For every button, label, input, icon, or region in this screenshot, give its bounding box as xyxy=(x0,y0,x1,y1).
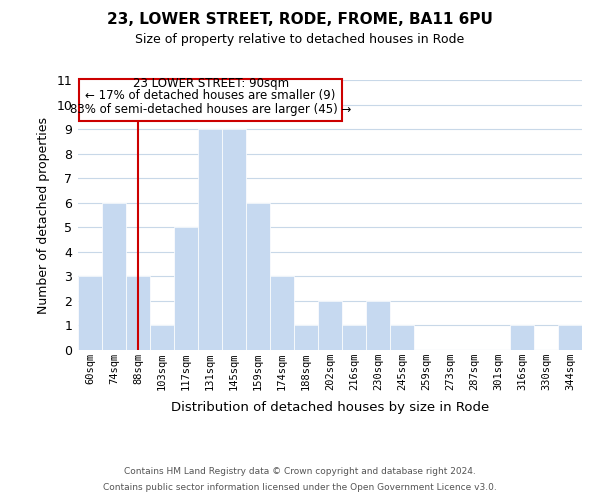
Bar xyxy=(270,276,294,350)
Y-axis label: Number of detached properties: Number of detached properties xyxy=(37,116,50,314)
X-axis label: Distribution of detached houses by size in Rode: Distribution of detached houses by size … xyxy=(171,402,489,414)
Bar xyxy=(318,301,342,350)
Bar xyxy=(510,326,534,350)
Text: Contains public sector information licensed under the Open Government Licence v3: Contains public sector information licen… xyxy=(103,484,497,492)
Bar xyxy=(150,326,174,350)
Bar xyxy=(126,276,150,350)
Bar xyxy=(222,129,246,350)
Text: Contains HM Land Registry data © Crown copyright and database right 2024.: Contains HM Land Registry data © Crown c… xyxy=(124,467,476,476)
Bar xyxy=(390,326,414,350)
Text: Size of property relative to detached houses in Rode: Size of property relative to detached ho… xyxy=(136,32,464,46)
Bar xyxy=(366,301,390,350)
Bar xyxy=(246,202,270,350)
Bar xyxy=(78,276,102,350)
Text: ← 17% of detached houses are smaller (9): ← 17% of detached houses are smaller (9) xyxy=(85,90,336,102)
FancyBboxPatch shape xyxy=(79,79,342,120)
Bar xyxy=(198,129,222,350)
Text: 23, LOWER STREET, RODE, FROME, BA11 6PU: 23, LOWER STREET, RODE, FROME, BA11 6PU xyxy=(107,12,493,28)
Bar xyxy=(174,228,198,350)
Bar xyxy=(102,202,126,350)
Text: 83% of semi-detached houses are larger (45) →: 83% of semi-detached houses are larger (… xyxy=(70,104,351,117)
Bar xyxy=(294,326,318,350)
Bar xyxy=(342,326,366,350)
Text: 23 LOWER STREET: 90sqm: 23 LOWER STREET: 90sqm xyxy=(133,77,289,90)
Bar xyxy=(558,326,582,350)
